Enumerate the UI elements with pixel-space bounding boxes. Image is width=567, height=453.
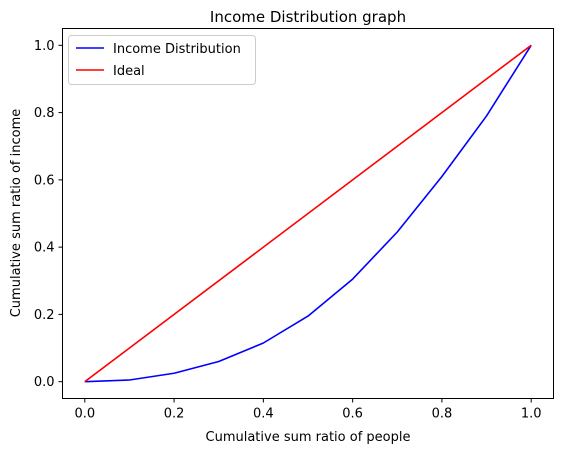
x-axis-ticks: 0.0 0.2 0.4 0.6 0.8 1.0	[74, 398, 542, 422]
y-tick-label: 0.4	[34, 241, 55, 256]
y-axis-ticks: 0.0 0.2 0.4 0.6 0.8 1.0	[34, 39, 63, 390]
series-line-1	[84, 44, 532, 383]
x-tick-label: 1.0	[521, 407, 542, 422]
y-tick-label: 0.6	[34, 173, 55, 188]
legend-label: Ideal	[113, 64, 145, 79]
plot-frame	[62, 28, 554, 399]
legend: Income Distribution Ideal	[68, 35, 256, 85]
plot-lines	[84, 44, 532, 383]
x-tick-label: 0.2	[164, 407, 185, 422]
legend-label: Income Distribution	[113, 42, 241, 57]
x-axis-label: Cumulative sum ratio of people	[206, 430, 411, 445]
y-tick-label: 1.0	[34, 39, 55, 54]
legend-box	[68, 35, 256, 85]
x-tick-label: 0.6	[342, 407, 363, 422]
y-tick-label: 0.8	[34, 106, 55, 121]
x-tick-label: 0.8	[432, 407, 453, 422]
x-tick-label: 0.0	[74, 407, 95, 422]
y-tick-label: 0.0	[34, 375, 55, 390]
y-axis-label: Cumulative sum ratio of income	[9, 109, 24, 318]
y-tick-label: 0.2	[34, 308, 55, 323]
chart-title: Income Distribution graph	[210, 8, 406, 26]
series-line-0	[84, 44, 532, 383]
x-tick-label: 0.4	[253, 407, 274, 422]
